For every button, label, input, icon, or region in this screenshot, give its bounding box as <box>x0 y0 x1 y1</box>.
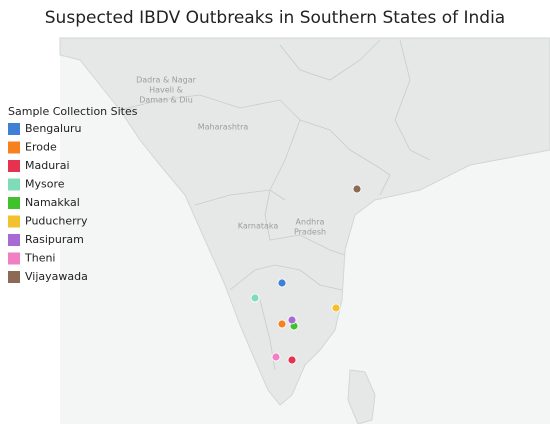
map-label: Daman & Diu <box>139 96 193 105</box>
site-marker <box>271 352 281 362</box>
legend-label: Theni <box>24 252 56 265</box>
legend-label: Vijayawada <box>25 270 88 283</box>
map-label: Haveli & <box>149 86 183 95</box>
sites <box>250 184 362 365</box>
legend-swatch <box>8 234 20 246</box>
map-label: Pradesh <box>294 228 326 237</box>
legend: Bengaluru Erode Madurai Mysore Namakkal Puduc… <box>8 122 88 283</box>
map-label: Andhra <box>296 218 325 227</box>
legend-title: Sample Collection Sites <box>8 105 138 118</box>
legend-label: Madurai <box>25 159 70 172</box>
site-marker <box>277 278 287 288</box>
legend-swatch <box>8 123 20 135</box>
site-marker <box>287 355 297 365</box>
site-marker <box>250 293 260 303</box>
site-marker <box>331 303 341 313</box>
land <box>59 37 550 406</box>
legend-label: Mysore <box>25 178 65 191</box>
title: Suspected IBDV Outbreaks in Southern Sta… <box>45 8 505 28</box>
legend-swatch <box>8 215 20 228</box>
site-marker <box>277 319 287 329</box>
legend-label: Bengaluru <box>25 122 82 135</box>
map-label: Maharashtra <box>198 123 249 132</box>
legend-swatch <box>8 197 20 209</box>
legend-swatch <box>8 178 20 191</box>
legend-label: Namakkal <box>25 196 80 209</box>
legend-swatch <box>8 141 20 154</box>
legend-label: Puducherry <box>25 215 88 228</box>
legend-label: Rasipuram <box>25 233 84 246</box>
legend-label: Erode <box>25 141 57 154</box>
site-marker <box>352 184 362 194</box>
map-label: Karnataka <box>238 222 279 231</box>
legend-swatch <box>8 252 20 265</box>
legend-swatch <box>8 160 20 172</box>
legend-swatch <box>8 271 20 283</box>
site-marker <box>287 315 297 325</box>
map-label: Dadra & Nagar <box>136 76 197 85</box>
sri-lanka <box>347 369 376 424</box>
